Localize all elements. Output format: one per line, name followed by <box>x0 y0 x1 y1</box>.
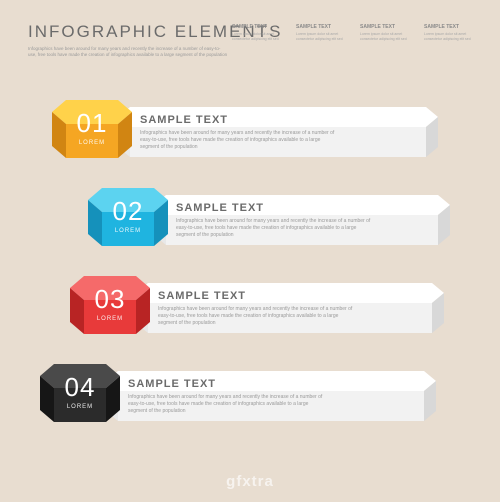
column-title: SAMPLE TEXT <box>232 24 284 30</box>
header-description: Infographics have been around for many y… <box>28 46 228 59</box>
bar-title: SAMPLE TEXT <box>158 290 246 302</box>
cube-label: LOREM <box>40 404 120 410</box>
cube-number: 02 <box>88 196 168 227</box>
bar-body: Infographics have been around for many y… <box>140 130 340 151</box>
bar-body: Infographics have been around for many y… <box>158 306 358 327</box>
column-title: SAMPLE TEXT <box>296 24 348 30</box>
column-title: SAMPLE TEXT <box>424 24 476 30</box>
column-title: SAMPLE TEXT <box>360 24 412 30</box>
column-body: Lorem ipsum dolor sit amet consectetur a… <box>360 32 412 42</box>
bar-body: Infographics have been around for many y… <box>128 394 328 415</box>
column-body: Lorem ipsum dolor sit amet consectetur a… <box>232 32 284 42</box>
top-columns: SAMPLE TEXT Lorem ipsum dolor sit amet c… <box>232 24 476 42</box>
column-body: Lorem ipsum dolor sit amet consectetur a… <box>296 32 348 42</box>
cube-label: LOREM <box>88 228 168 234</box>
bar-row: 02LOREM SAMPLE TEXT Infographics have been… <box>0 188 500 258</box>
cube-label: LOREM <box>70 316 150 322</box>
bar-title: SAMPLE TEXT <box>140 114 228 126</box>
bar-row: 01LOREM SAMPLE TEXT Infographics have been… <box>0 100 500 170</box>
cube-number: 04 <box>40 372 120 403</box>
top-column: SAMPLE TEXT Lorem ipsum dolor sit amet c… <box>296 24 348 42</box>
watermark: gfxtra <box>0 473 500 490</box>
bar-row: 04LOREM SAMPLE TEXT Infographics have been… <box>0 364 500 434</box>
cube-number: 03 <box>70 284 150 315</box>
bar-title: SAMPLE TEXT <box>128 378 216 390</box>
bar-title: SAMPLE TEXT <box>176 202 264 214</box>
cube-label: LOREM <box>52 140 132 146</box>
top-column: SAMPLE TEXT Lorem ipsum dolor sit amet c… <box>360 24 412 42</box>
column-body: Lorem ipsum dolor sit amet consectetur a… <box>424 32 476 42</box>
top-column: SAMPLE TEXT Lorem ipsum dolor sit amet c… <box>424 24 476 42</box>
top-column: SAMPLE TEXT Lorem ipsum dolor sit amet c… <box>232 24 284 42</box>
bar-row: 03LOREM SAMPLE TEXT Infographics have been… <box>0 276 500 346</box>
infographic-bars: 01LOREMSAMPLE TEXTInfographics have been… <box>0 100 500 452</box>
cube-number: 01 <box>52 108 132 139</box>
bar-body: Infographics have been around for many y… <box>176 218 376 239</box>
